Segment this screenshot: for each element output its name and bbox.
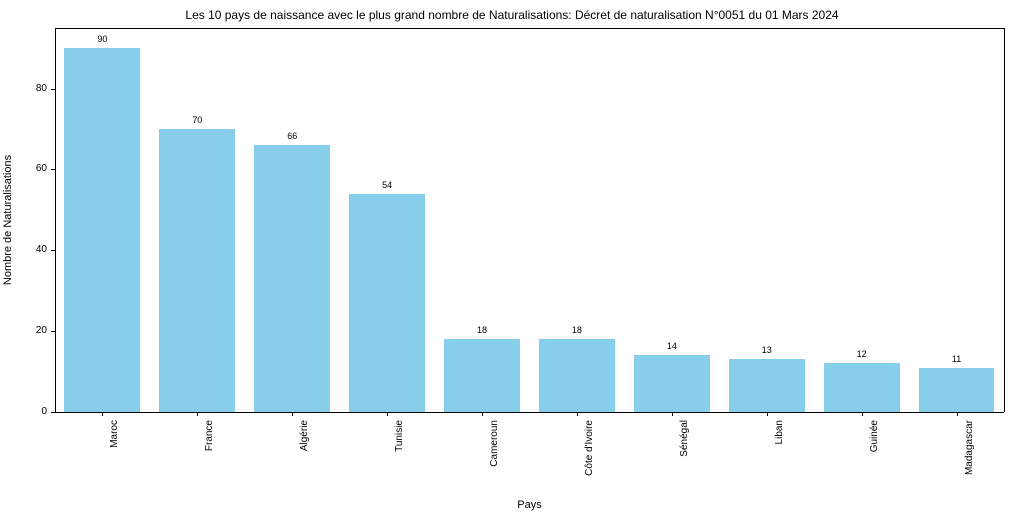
x-tick <box>767 412 768 416</box>
x-tick-label: Côte d'Ivoire <box>584 420 595 500</box>
x-tick-label: France <box>204 420 215 500</box>
x-tick <box>862 412 863 416</box>
bar <box>539 339 615 412</box>
x-tick-label: Madagascar <box>964 420 975 500</box>
chart-title: Les 10 pays de naissance avec le plus gr… <box>0 8 1024 22</box>
bar-value-label: 70 <box>192 115 202 125</box>
x-tick-label: Guinée <box>869 420 880 500</box>
y-axis-label: Nombre de Naturalisations <box>2 155 14 285</box>
bar <box>444 339 520 412</box>
bar-value-label: 11 <box>952 354 961 364</box>
y-tick <box>51 331 55 332</box>
x-tick-label: Cameroun <box>489 420 500 500</box>
y-tick <box>51 169 55 170</box>
y-tick-label: 40 <box>27 244 47 255</box>
y-tick-label: 0 <box>27 406 47 417</box>
bar <box>824 363 900 412</box>
y-tick-label: 60 <box>27 163 47 174</box>
bar-value-label: 66 <box>287 131 297 141</box>
bar <box>919 368 995 412</box>
spine-left <box>55 28 56 412</box>
bar-value-label: 90 <box>97 34 107 44</box>
bar-value-label: 54 <box>382 180 392 190</box>
bar <box>634 355 710 412</box>
y-tick-label: 20 <box>27 325 47 336</box>
x-tick-label: Sénégal <box>679 420 690 500</box>
bar <box>349 194 425 412</box>
bar <box>729 359 805 412</box>
x-tick <box>292 412 293 416</box>
bar-value-label: 12 <box>857 349 867 359</box>
bar-value-label: 18 <box>572 325 582 335</box>
bar <box>159 129 235 412</box>
x-tick <box>482 412 483 416</box>
x-tick-label: Maroc <box>109 420 120 500</box>
bar <box>64 48 140 412</box>
spine-right <box>1004 28 1005 412</box>
y-tick-label: 80 <box>27 83 47 94</box>
bar-value-label: 13 <box>762 345 772 355</box>
bar-value-label: 18 <box>477 325 487 335</box>
spine-top <box>55 28 1004 29</box>
bar-value-label: 14 <box>667 341 677 351</box>
bar <box>254 145 330 412</box>
x-tick-label: Algérie <box>299 420 310 500</box>
x-tick <box>102 412 103 416</box>
x-tick <box>577 412 578 416</box>
x-axis-label: Pays <box>517 499 541 511</box>
y-tick <box>51 250 55 251</box>
x-tick-label: Liban <box>774 420 785 500</box>
x-tick <box>387 412 388 416</box>
chart-container: Les 10 pays de naissance avec le plus gr… <box>0 0 1024 517</box>
y-tick <box>51 89 55 90</box>
x-tick-label: Tunisie <box>394 420 405 500</box>
x-tick <box>957 412 958 416</box>
y-tick <box>51 412 55 413</box>
x-tick <box>197 412 198 416</box>
x-tick <box>672 412 673 416</box>
